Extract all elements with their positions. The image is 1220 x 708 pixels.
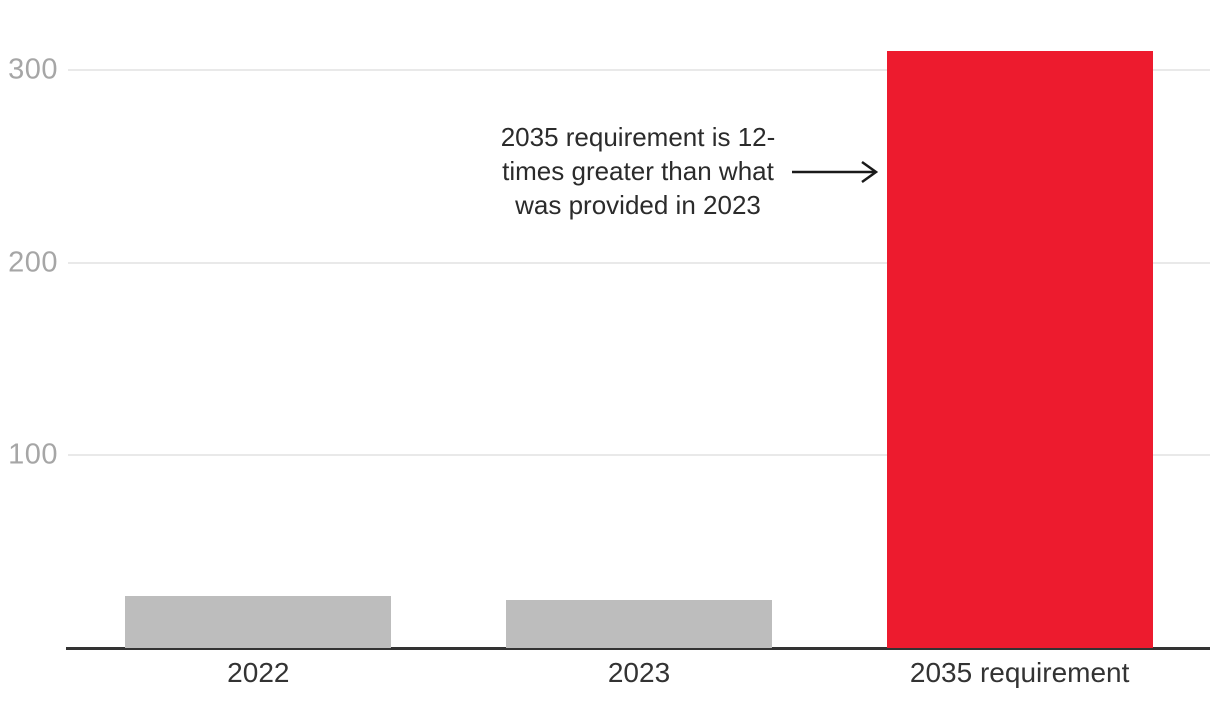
gridline-100	[68, 454, 1210, 457]
gridline-300	[68, 69, 1210, 71]
x-axis-line	[66, 647, 1210, 650]
bar-2022	[125, 596, 391, 648]
y-axis-tick-label-300: 300	[8, 53, 58, 86]
bar-2023	[506, 600, 772, 648]
x-axis-label-2022: 2022	[227, 657, 290, 688]
bar-2035-requirement	[887, 51, 1153, 648]
x-axis-label-2023: 2023	[607, 657, 671, 688]
y-axis-tick-label-200: 200	[8, 246, 58, 279]
annotation: 2035 requirement is 12- times greater th…	[478, 120, 798, 222]
x-axis-label-2035-requirement: 2035 requirement	[909, 657, 1130, 688]
annotation-line: was provided in 2023	[515, 190, 761, 220]
annotation-line: 2035 requirement is 12-	[500, 122, 776, 152]
y-axis-tick-label-100: 100	[8, 438, 58, 471]
gridline-200	[68, 261, 1210, 264]
annotation-line: times greater than what	[502, 156, 774, 186]
arrow-right-icon	[792, 160, 879, 184]
